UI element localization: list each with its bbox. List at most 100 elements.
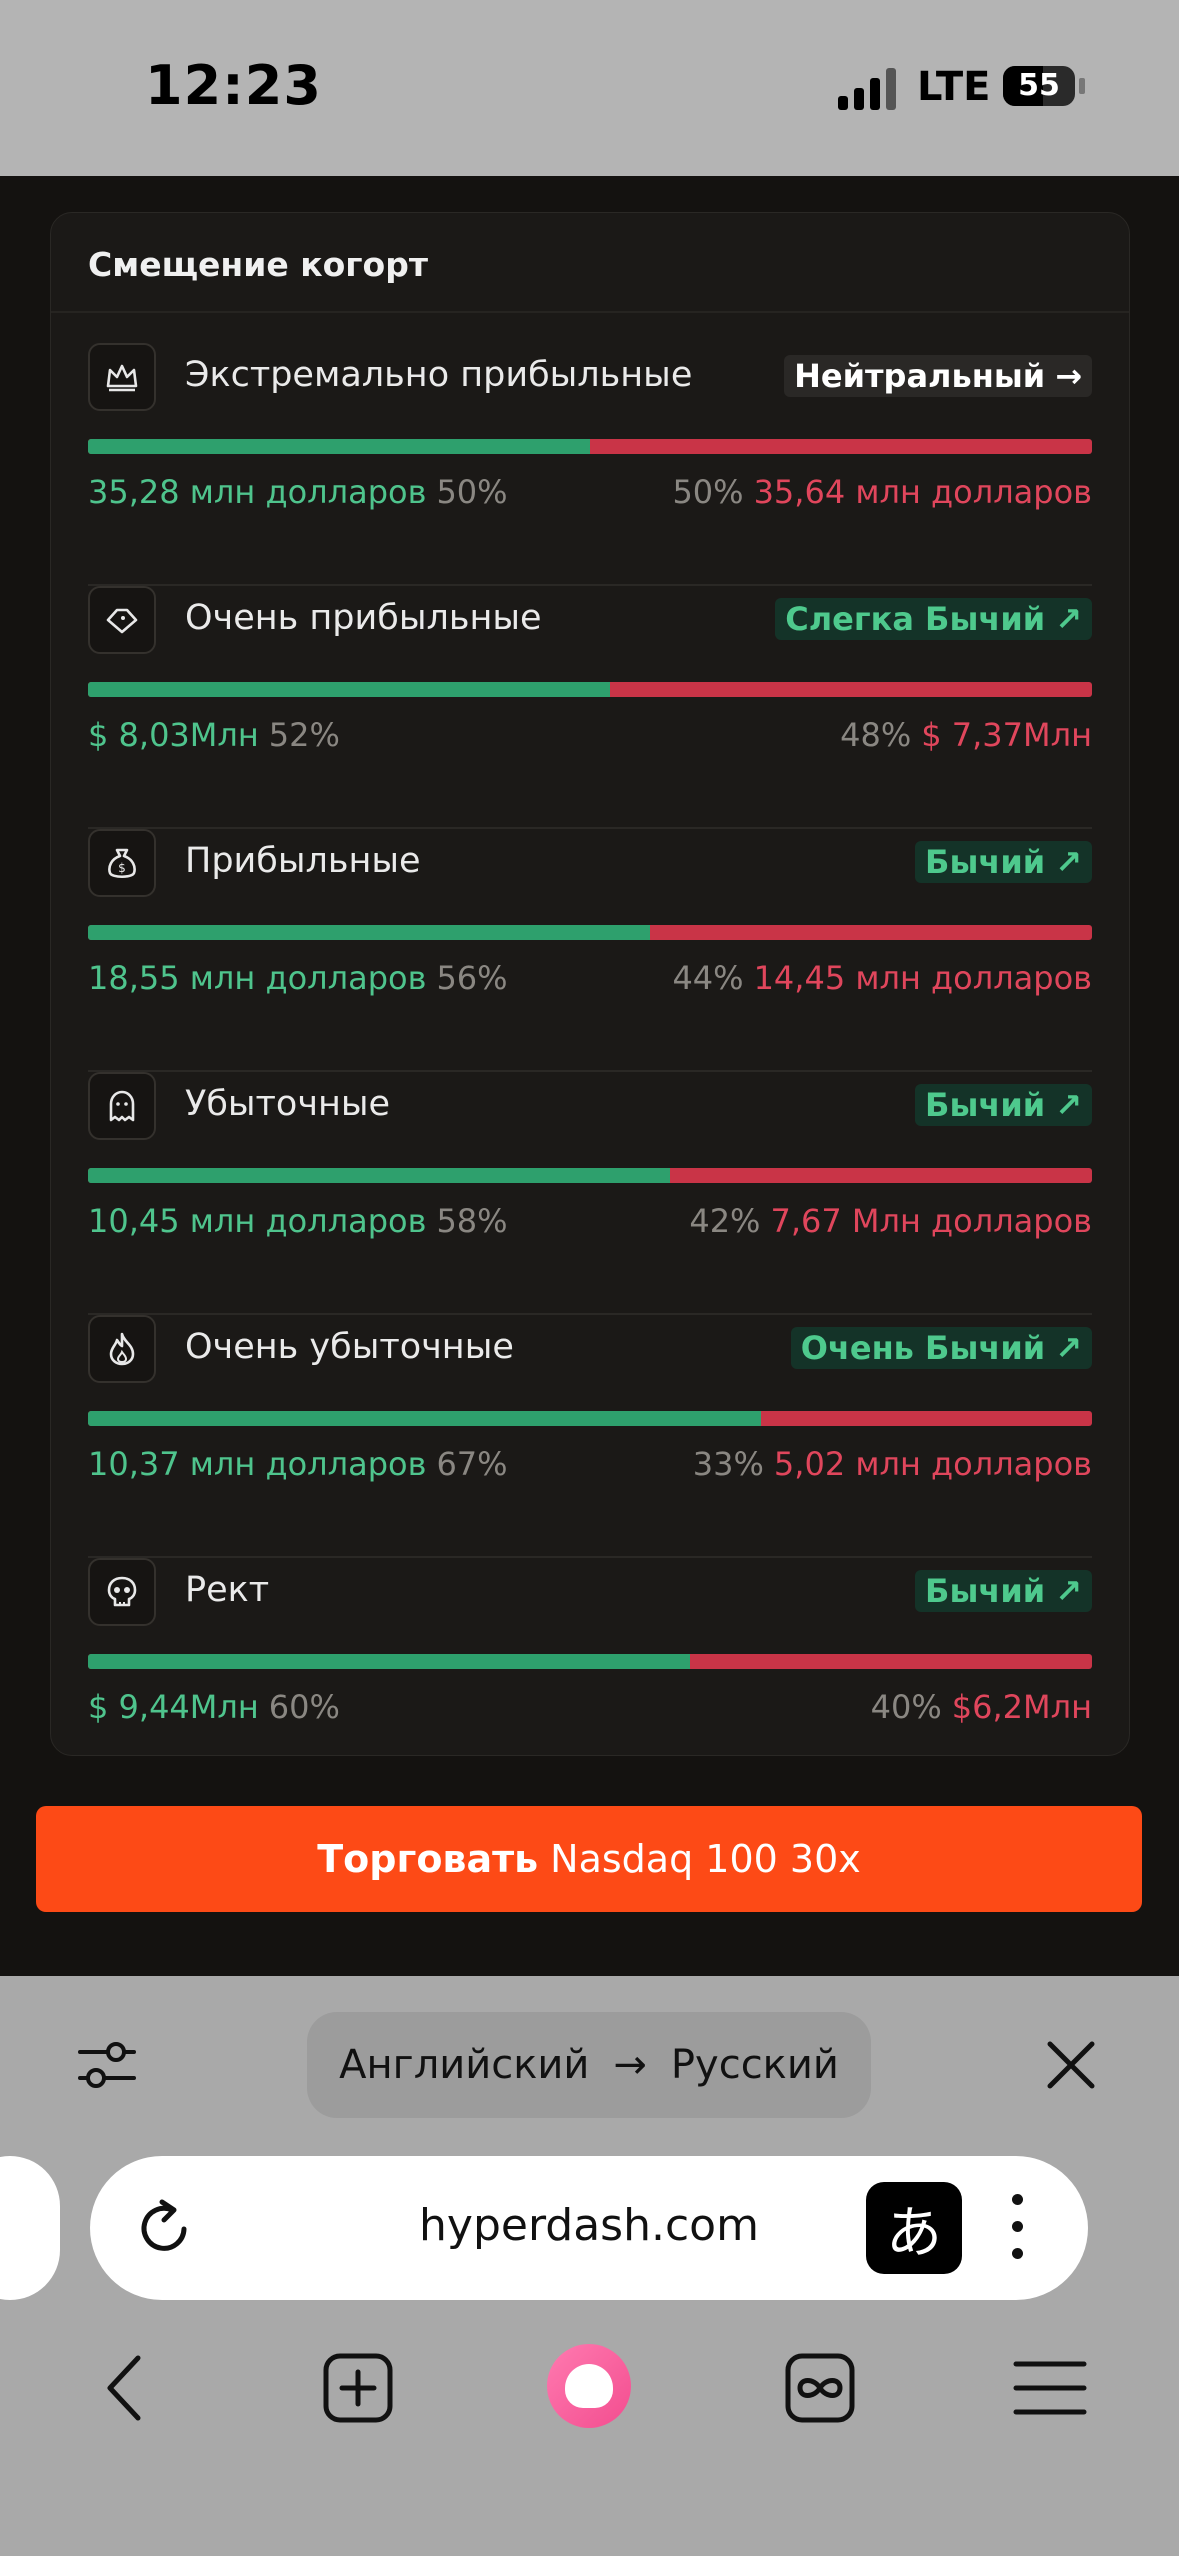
cohort-name: Рект: [185, 1570, 270, 1610]
trade-button[interactable]: Торговать Nasdaq 100 30x: [36, 1806, 1142, 1912]
cohort-row: Убыточные Бычий ↗ 10,45 млн долларов 58% 42% 7…: [88, 1072, 1092, 1315]
arrow-icon: ↗: [1055, 1086, 1082, 1124]
long-percent: 67%: [436, 1445, 508, 1483]
status-bar: 12:23 LTE 55: [0, 0, 1179, 176]
previous-tab-pill[interactable]: [0, 2156, 60, 2300]
long-short-bar: [88, 1411, 1092, 1426]
source-language: Английский: [339, 2042, 590, 2088]
long-bar-fill: [88, 1411, 761, 1426]
short-percent: 33%: [692, 1445, 764, 1483]
long-summary: 10,45 млн долларов 58%: [88, 1202, 508, 1240]
cohort-row: $ Прибыльные Бычий ↗ 18,55 млн долларов 56% 44…: [88, 829, 1092, 1072]
divider: [88, 1313, 1092, 1315]
short-value: $6,2Млн: [951, 1688, 1092, 1726]
cohort-row: Рект Бычий ↗ $ 9,44Млн 60% 40% $6,2Млн: [88, 1558, 1092, 1755]
cohort-shift-card: Смещение когорт Экстремально прибыльные Н…: [50, 212, 1130, 1756]
short-value: 14,45 млн долларов: [753, 959, 1092, 997]
web-page: Смещение когорт Экстремально прибыльные Н…: [0, 176, 1179, 1976]
cohort-name: Убыточные: [185, 1084, 391, 1124]
network-type: LTE: [917, 64, 991, 110]
arrow-icon: ↗: [1055, 843, 1082, 881]
long-bar-fill: [88, 1654, 691, 1669]
back-icon[interactable]: [86, 2348, 166, 2428]
divider: [88, 1556, 1092, 1558]
sentiment-badge: Бычий ↗: [915, 841, 1092, 883]
target-language: Русский: [670, 2042, 839, 2088]
long-value: 18,55 млн долларов: [88, 959, 427, 997]
long-short-bar: [88, 925, 1092, 940]
svg-text:$: $: [118, 861, 126, 875]
trade-button-rest: Nasdaq 100 30x: [550, 1837, 861, 1881]
long-value: 10,45 млн долларов: [88, 1202, 427, 1240]
battery-icon: 55: [1003, 66, 1075, 106]
sentiment-label: Очень Бычий: [800, 1329, 1046, 1367]
sentiment-badge: Бычий ↗: [915, 1084, 1092, 1126]
long-bar-fill: [88, 439, 590, 454]
long-short-bar: [88, 682, 1092, 697]
long-value: 35,28 млн долларов: [88, 473, 427, 511]
sentiment-label: Бычий: [925, 1572, 1046, 1610]
long-bar-fill: [88, 925, 651, 940]
short-percent: 42%: [689, 1202, 761, 1240]
long-percent: 56%: [436, 959, 508, 997]
reload-icon[interactable]: [132, 2196, 198, 2262]
short-summary: 44% 14,45 млн долларов: [672, 959, 1092, 997]
translate-button[interactable]: あ: [866, 2182, 962, 2274]
cohort-row: Очень убыточные Очень Бычий ↗ 10,37 млн дол…: [88, 1315, 1092, 1558]
address-bar[interactable]: hyperdash.com あ: [90, 2156, 1088, 2300]
cohort-name: Очень убыточные: [185, 1327, 514, 1367]
short-value: 7,67 Млн долларов: [770, 1202, 1092, 1240]
long-value: $ 8,03Млн: [88, 716, 259, 754]
short-percent: 48%: [840, 716, 912, 754]
url-text[interactable]: hyperdash.com: [419, 2200, 759, 2251]
tabs-icon[interactable]: [780, 2348, 860, 2428]
short-percent: 40%: [870, 1688, 942, 1726]
arrow-icon: ↗: [1055, 1572, 1082, 1610]
long-summary: 35,28 млн долларов 50%: [88, 473, 508, 511]
long-percent: 58%: [436, 1202, 508, 1240]
diamond-icon: [88, 586, 156, 654]
long-value: $ 9,44Млн: [88, 1688, 259, 1726]
divider: [51, 311, 1129, 313]
assistant-icon[interactable]: [547, 2344, 631, 2428]
sentiment-label: Бычий: [925, 1086, 1046, 1124]
flame-icon: [88, 1315, 156, 1383]
long-percent: 60%: [268, 1688, 340, 1726]
card-title: Смещение когорт: [88, 245, 428, 284]
long-percent: 52%: [268, 716, 340, 754]
sentiment-label: Нейтральный: [794, 357, 1046, 395]
translate-language-pill[interactable]: Английский → Русский: [307, 2012, 871, 2118]
short-summary: 33% 5,02 млн долларов: [693, 1445, 1092, 1483]
status-time: 12:23: [145, 54, 322, 117]
short-value: 35,64 млн долларов: [753, 473, 1092, 511]
cohort-name: Очень прибыльные: [185, 598, 542, 638]
divider: [88, 827, 1092, 829]
sentiment-badge: Очень Бычий ↗: [790, 1327, 1092, 1369]
sentiment-badge: Нейтральный →: [784, 355, 1092, 397]
long-summary: 18,55 млн долларов 56%: [88, 959, 508, 997]
trade-button-bold: Торговать: [317, 1837, 539, 1881]
short-summary: 48% $ 7,37Млн: [840, 716, 1092, 754]
long-summary: $ 9,44Млн 60%: [88, 1688, 340, 1726]
divider: [88, 1070, 1092, 1072]
long-short-bar: [88, 1654, 1092, 1669]
close-icon[interactable]: [1042, 2036, 1100, 2094]
sentiment-label: Бычий: [925, 843, 1046, 881]
new-tab-icon[interactable]: [318, 2348, 398, 2428]
arrow-icon: ↗: [1055, 1329, 1082, 1367]
settings-sliders-icon[interactable]: [76, 2034, 138, 2096]
cohort-name: Прибыльные: [185, 841, 421, 881]
arrow-icon: →: [1055, 357, 1082, 395]
short-summary: 40% $6,2Млн: [871, 1688, 1092, 1726]
cohort-row: Очень прибыльные Слегка Бычий ↗ $ 8,03Млн 52…: [88, 586, 1092, 829]
long-summary: 10,37 млн долларов 67%: [88, 1445, 508, 1483]
long-short-bar: [88, 439, 1092, 454]
skull-icon: [88, 1558, 156, 1626]
menu-icon[interactable]: [1010, 2348, 1090, 2428]
sentiment-badge: Бычий ↗: [915, 1570, 1092, 1612]
cohort-name: Экстремально прибыльные: [185, 355, 693, 395]
short-value: $ 7,37Млн: [921, 716, 1092, 754]
more-vertical-icon[interactable]: [1007, 2194, 1027, 2264]
battery-level: 55: [1018, 68, 1060, 103]
long-percent: 50%: [436, 473, 508, 511]
